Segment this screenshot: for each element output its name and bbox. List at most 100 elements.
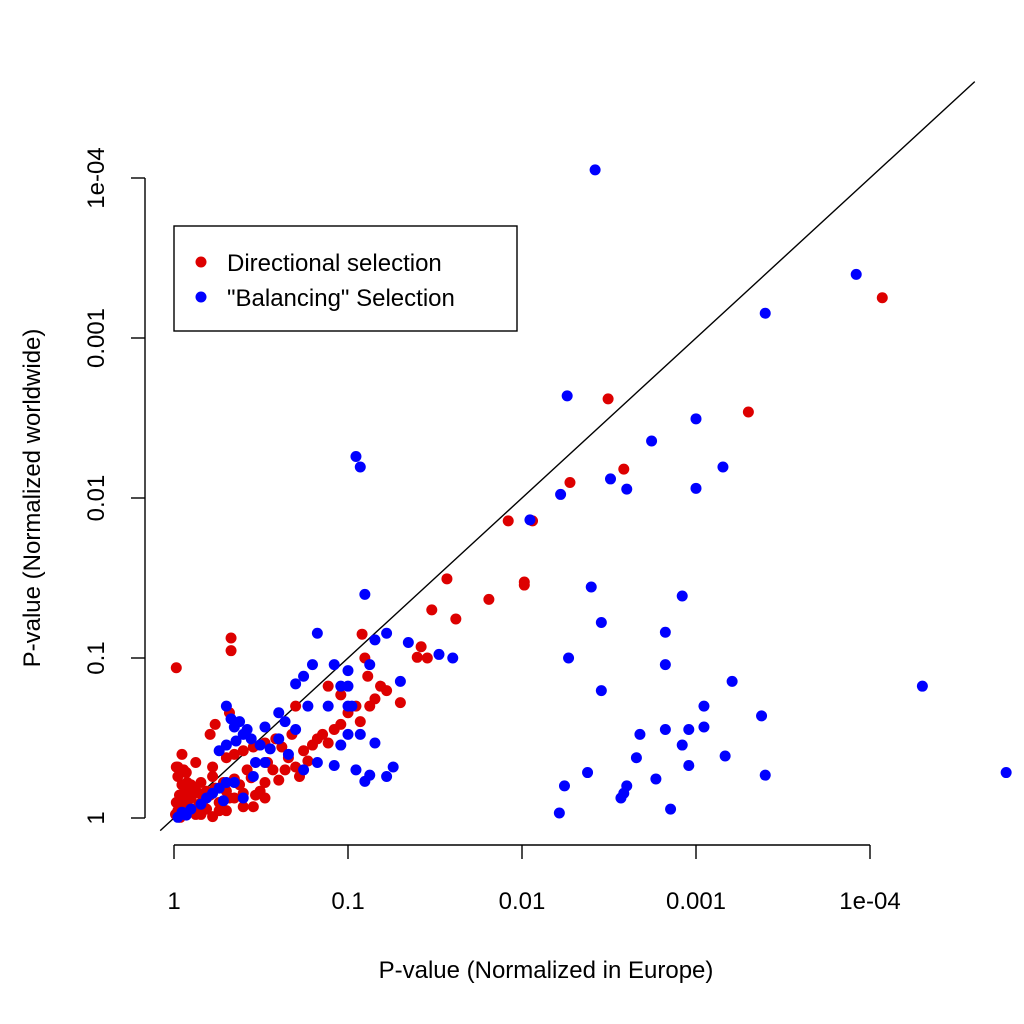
- balancing-point: [726, 675, 738, 687]
- balancing-point: [690, 413, 702, 425]
- y-tick-label: 1: [83, 811, 110, 824]
- balancing-point: [220, 739, 232, 751]
- balancing-point: [290, 678, 302, 690]
- balancing-point: [279, 716, 291, 728]
- balancing-point: [850, 268, 862, 280]
- legend-box: [173, 225, 518, 332]
- balancing-point: [563, 652, 575, 664]
- balancing-point: [282, 748, 294, 760]
- directional-point: [259, 777, 271, 789]
- directional-point: [298, 745, 310, 757]
- balancing-point: [759, 307, 771, 319]
- balancing-point: [630, 752, 642, 764]
- balancing-point: [394, 675, 406, 687]
- balancing-point: [387, 761, 399, 773]
- legend-label-directional: Directional selection: [227, 250, 442, 277]
- balancing-point: [259, 721, 271, 733]
- directional-point: [450, 613, 462, 625]
- directional-point: [209, 718, 221, 730]
- directional-point: [237, 745, 249, 757]
- directional-point: [375, 680, 387, 692]
- y-tick-label: 0.01: [83, 475, 110, 522]
- x-tick-label: 1e-04: [839, 888, 900, 915]
- balancing-point: [659, 724, 671, 736]
- balancing-point: [298, 764, 310, 776]
- balancing-point: [185, 803, 197, 815]
- balancing-point: [342, 728, 354, 740]
- directional-point: [394, 697, 406, 709]
- directional-point: [356, 628, 368, 640]
- directional-point: [335, 689, 347, 701]
- y-axis-label: P-value (Normalized worldwide): [19, 329, 46, 668]
- balancing-point: [230, 735, 242, 747]
- directional-point: [876, 292, 888, 304]
- balancing-point: [302, 700, 314, 712]
- y-tick-label: 0.001: [83, 308, 110, 368]
- directional-point: [426, 604, 438, 616]
- balancing-point: [311, 627, 323, 639]
- balancing-point: [354, 461, 366, 473]
- balancing-point: [759, 769, 771, 781]
- legend-marker-balancing: [195, 291, 207, 303]
- balancing-point: [369, 737, 381, 749]
- balancing-point: [328, 659, 340, 671]
- directional-point: [322, 680, 334, 692]
- x-tick-label: 0.01: [499, 888, 546, 915]
- balancing-point: [328, 760, 340, 772]
- balancing-point: [290, 724, 302, 736]
- y-axis-ticks: 1 0.1 0.01 0.001 1e-04: [83, 147, 145, 825]
- balancing-point: [254, 739, 266, 751]
- balancing-point: [237, 792, 249, 804]
- balancing-point: [605, 473, 617, 485]
- balancing-point: [220, 700, 232, 712]
- balancing-point: [1000, 767, 1012, 779]
- directional-point: [564, 476, 576, 488]
- legend-label-balancing: "Balancing" Selection: [227, 285, 455, 312]
- directional-point: [225, 632, 237, 644]
- balancing-point: [369, 634, 381, 646]
- directional-point: [267, 764, 279, 776]
- balancing-point: [273, 707, 285, 719]
- balancing-point: [298, 670, 310, 682]
- directional-point: [220, 805, 232, 817]
- directional-point: [170, 662, 182, 674]
- balancing-point: [756, 710, 768, 722]
- legend-marker-directional: [195, 256, 207, 268]
- balancing-point: [665, 803, 677, 815]
- directional-point: [618, 463, 630, 475]
- directional-point: [441, 573, 453, 585]
- directional-point: [180, 767, 192, 779]
- balancing-point: [342, 665, 354, 677]
- balancing-point: [698, 700, 710, 712]
- balancing-point: [241, 724, 253, 736]
- directional-point: [204, 728, 216, 740]
- balancing-point: [646, 435, 658, 447]
- directional-point: [237, 801, 249, 813]
- balancing-point: [676, 590, 688, 602]
- directional-point: [335, 718, 347, 730]
- directional-point: [502, 515, 514, 527]
- balancing-point: [683, 724, 695, 736]
- x-tick-label: 0.001: [666, 888, 726, 915]
- balancing-point: [676, 739, 688, 751]
- balancing-point: [381, 770, 393, 782]
- x-tick-label: 0.1: [331, 888, 364, 915]
- balancing-point: [433, 648, 445, 660]
- balancing-point: [634, 728, 646, 740]
- balancing-point: [659, 626, 671, 638]
- directional-point: [362, 670, 374, 682]
- directional-point: [228, 792, 240, 804]
- balancing-point: [553, 807, 565, 819]
- balancing-point: [595, 685, 607, 697]
- directional-point: [317, 728, 329, 740]
- directional-point: [518, 576, 530, 588]
- balancing-point: [381, 627, 393, 639]
- balancing-point: [264, 743, 276, 755]
- directional-point: [354, 716, 366, 728]
- directional-point: [411, 651, 423, 663]
- data-points: [170, 164, 1012, 823]
- directional-point: [602, 393, 614, 405]
- directional-point: [190, 757, 202, 769]
- balancing-point: [402, 636, 414, 648]
